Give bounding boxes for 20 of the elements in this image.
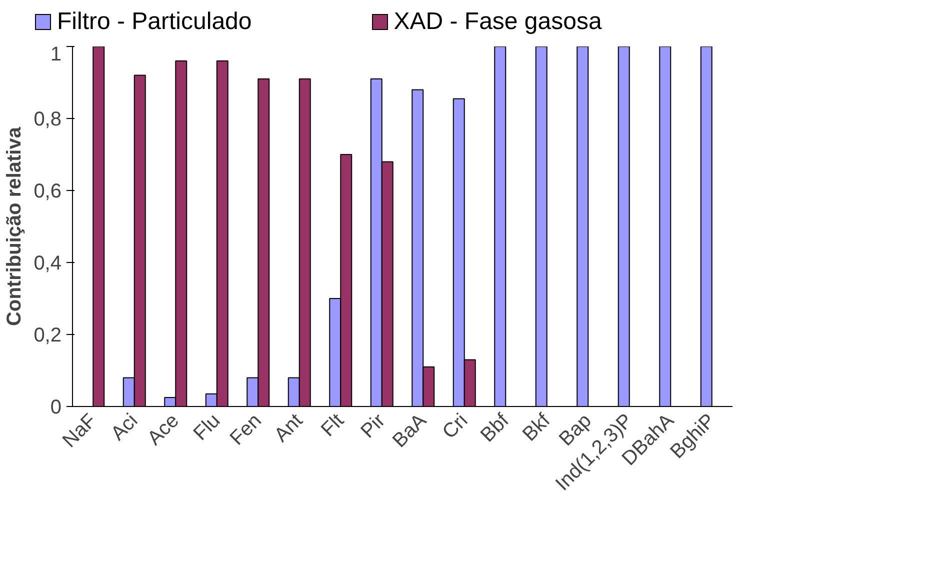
y-tick-label: 0,2: [34, 324, 62, 346]
y-tick-label: 0,8: [34, 108, 62, 130]
y-axis-title: Contribuição relativa: [4, 126, 26, 326]
x-tick-label: BaA: [388, 409, 432, 452]
x-tick-label: Cri: [438, 410, 472, 444]
x-tick-label: Ace: [143, 410, 184, 450]
x-tick-label: Flu: [189, 410, 225, 445]
x-tick-label: Fen: [226, 410, 266, 450]
x-tick-label: Aci: [106, 410, 142, 445]
x-tick-label: Flt: [317, 409, 349, 441]
legend-label: Filtro - Particulado: [56, 7, 252, 37]
x-tick-label: Bkf: [518, 409, 555, 446]
y-tick-label: 1: [50, 44, 62, 66]
x-tick-label: Pir: [356, 409, 390, 443]
y-tick-label: 0,6: [34, 180, 62, 202]
legend-label: XAD - Fase gasosa: [392, 7, 602, 37]
y-tick-label: 0,4: [34, 252, 62, 274]
x-tick-label: Ant: [270, 409, 308, 446]
y-tick-label: 0: [50, 396, 62, 418]
x-tick-label: Bbf: [476, 409, 514, 446]
